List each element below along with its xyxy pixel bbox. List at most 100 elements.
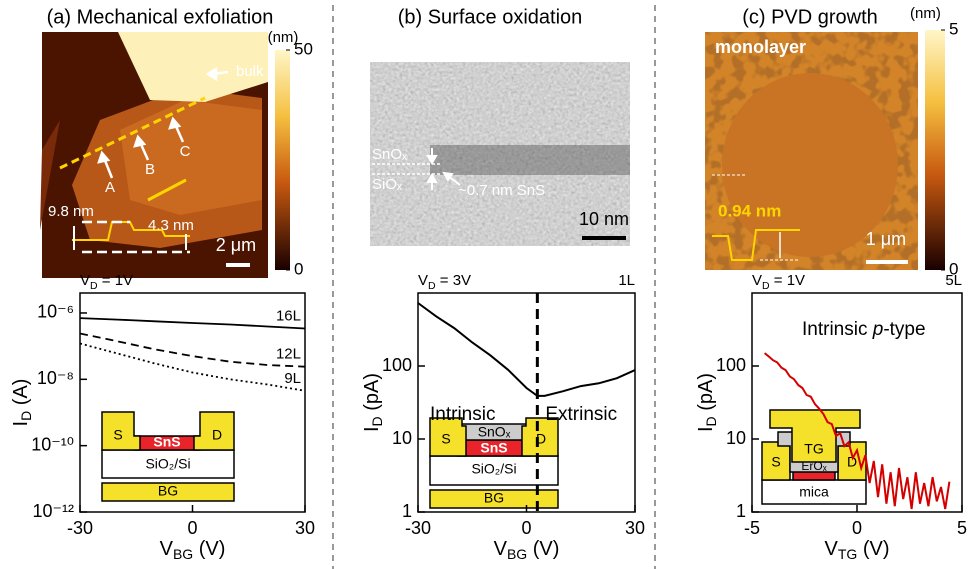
y-axis-label-part: (pA) xyxy=(361,373,383,416)
inset-label: S xyxy=(113,427,122,443)
panel-title: (b) Surface oxidation xyxy=(398,6,583,28)
annotation: Intrinsic p-type xyxy=(802,319,926,340)
image-label: SiOₓ xyxy=(372,176,402,193)
series-label: 12L xyxy=(276,346,301,363)
step-height: 9.8 nm xyxy=(48,203,94,220)
data-line xyxy=(418,303,635,396)
step-height: 0.94 nm xyxy=(718,201,781,220)
drain-bias: VD = 3V xyxy=(418,272,471,292)
inset-label: S xyxy=(771,454,780,470)
device-inset-c: TG S ErOₓ D mica xyxy=(762,410,866,504)
inset-label: SiO₂/Si xyxy=(471,461,516,477)
data-line xyxy=(80,344,305,391)
step-height: 4.3 nm xyxy=(148,217,194,234)
y-axis-label: ID (A) xyxy=(10,379,33,427)
inset-label: mica xyxy=(799,484,829,500)
figure: bulk A B C 9.8 nm 4.3 nm 2 μm (nm) SnOₓ … xyxy=(0,0,975,569)
y-axis-label: ID (pA) xyxy=(695,373,718,432)
scale-bar-label: 10 nm xyxy=(579,209,629,229)
scale-bar-label: 1 μm xyxy=(866,229,906,249)
y-axis-label-part: (pA) xyxy=(695,373,717,416)
x-axis-label: VBG (V) xyxy=(160,538,226,561)
drain-bias-part: = 3V xyxy=(436,272,471,289)
region-label: Intrinsic xyxy=(430,404,495,425)
x-tick-label: 30 xyxy=(625,518,645,538)
y-axis-label: ID (pA) xyxy=(361,373,384,432)
y-axis-label-part: D xyxy=(703,416,719,426)
x-axis-label-part: (V) xyxy=(527,538,559,560)
series-label: 16L xyxy=(276,307,301,324)
inset-label: ErOₓ xyxy=(801,459,826,473)
colorbar-tick-label: 5 xyxy=(949,19,958,38)
drain-bias-part: V xyxy=(752,272,762,289)
x-axis-label-part: BG xyxy=(507,546,527,562)
inset-label: S xyxy=(441,431,450,447)
y-tick-label: 10⁻⁶ xyxy=(37,302,74,322)
afm-image-a: bulk A B C 9.8 nm 4.3 nm 2 μm (nm) xyxy=(40,29,298,278)
data-line xyxy=(80,318,305,328)
inset-label: D xyxy=(212,427,222,443)
x-axis-label-part: BG xyxy=(173,546,193,562)
y-tick-label: 100 xyxy=(382,355,412,375)
panel-title: (c) PVD growth xyxy=(742,6,878,28)
y-axis-label-part: (A) xyxy=(10,379,32,411)
y-tick-label: 10⁻⁸ xyxy=(37,368,74,388)
x-axis-label: VBG (V) xyxy=(494,538,560,561)
image-label: B xyxy=(145,161,155,178)
colorbar-tick-label: 0 xyxy=(949,259,958,278)
x-tick-label: 30 xyxy=(295,518,315,538)
x-axis-label-part: V xyxy=(494,538,508,560)
x-axis-label: VTG (V) xyxy=(824,538,889,561)
inset-label: SnS xyxy=(480,440,507,456)
x-tick-label: -5 xyxy=(744,518,760,538)
series-label: 1L xyxy=(618,272,635,289)
y-tick-label: 10⁻¹⁰ xyxy=(31,434,74,454)
image-label: A xyxy=(105,179,115,196)
inset-label: TG xyxy=(804,441,823,457)
image-label: ~0.7 nm SnS xyxy=(458,182,545,199)
x-axis-label-part: V xyxy=(160,538,174,560)
x-tick-label: 0 xyxy=(852,518,862,538)
image-label: C xyxy=(180,143,191,160)
series-label: 9L xyxy=(284,370,301,387)
tem-image-b: SnOₓ SiOₓ ~0.7 nm SnS 10 nm xyxy=(370,62,630,246)
y-axis-label-part: D xyxy=(369,416,385,426)
annotation-part: p xyxy=(872,319,884,340)
image-label: bulk xyxy=(236,63,264,80)
x-axis-label-part: V xyxy=(824,538,838,560)
x-axis-label-part: (V) xyxy=(193,538,225,560)
drain-bias-part: = 1V xyxy=(98,272,133,289)
inset-label: SnS xyxy=(153,434,180,450)
afm-image-c: monolayer 0.94 nm 1 μm (nm) xyxy=(705,5,945,270)
x-axis-label-part: TG xyxy=(838,546,857,562)
drain-bias-part: V xyxy=(80,272,90,289)
inset-label: SiO₂/Si xyxy=(145,456,190,472)
x-tick-label: 0 xyxy=(521,518,531,538)
y-tick-label: 10 xyxy=(392,428,412,448)
x-tick-label: 0 xyxy=(187,518,197,538)
x-tick-label: 5 xyxy=(957,518,967,538)
y-tick-label: 10 xyxy=(726,428,746,448)
x-tick-label: -30 xyxy=(67,518,93,538)
annotation-part: -type xyxy=(883,319,925,340)
drain-bias: VD = 1V xyxy=(752,272,805,292)
drain-bias-part: = 1V xyxy=(770,272,805,289)
annotation-part: Intrinsic xyxy=(802,319,873,340)
colorbar-label: (nm) xyxy=(910,5,941,22)
inset-label: SnOₓ xyxy=(478,424,511,440)
y-axis-label-part: D xyxy=(18,411,34,421)
drain-bias-part: V xyxy=(418,272,428,289)
image-label: monolayer xyxy=(715,37,806,57)
region-label: Extrinsic xyxy=(545,404,617,425)
colorbar-tick-label: 0 xyxy=(294,259,303,278)
colorbar-tick-label: 50 xyxy=(294,39,313,58)
drain-bias: VD = 1V xyxy=(80,272,133,292)
x-tick-label: -30 xyxy=(405,518,431,538)
panel-title: (a) Mechanical exfoliation xyxy=(47,6,274,28)
scale-bar-label: 2 μm xyxy=(216,235,256,255)
device-inset-a: S SnS D SiO₂/Si BG xyxy=(102,412,234,501)
data-line xyxy=(80,334,305,367)
y-tick-label: 100 xyxy=(716,355,746,375)
x-axis-label-part: (V) xyxy=(857,538,889,560)
image-label: SnOₓ xyxy=(372,146,407,163)
